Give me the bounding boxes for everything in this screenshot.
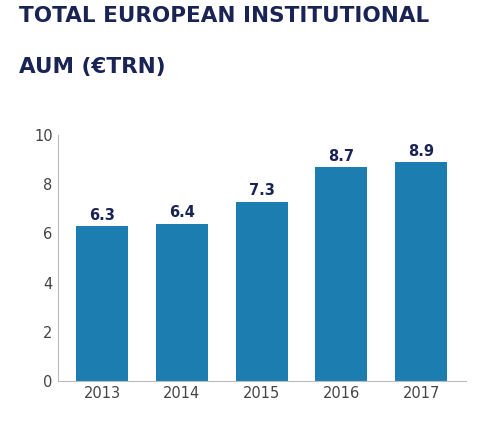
Bar xyxy=(76,226,128,381)
Text: 7.3: 7.3 xyxy=(249,184,275,198)
Bar xyxy=(156,224,208,381)
Text: 8.9: 8.9 xyxy=(408,144,434,159)
Text: 8.7: 8.7 xyxy=(328,149,354,164)
Bar xyxy=(395,162,447,381)
Text: 6.3: 6.3 xyxy=(89,208,115,223)
Text: 6.4: 6.4 xyxy=(169,206,195,220)
Bar xyxy=(315,167,367,381)
Text: AUM (€TRN): AUM (€TRN) xyxy=(19,57,166,77)
Bar xyxy=(236,202,288,381)
Text: TOTAL EUROPEAN INSTITUTIONAL: TOTAL EUROPEAN INSTITUTIONAL xyxy=(19,6,430,26)
